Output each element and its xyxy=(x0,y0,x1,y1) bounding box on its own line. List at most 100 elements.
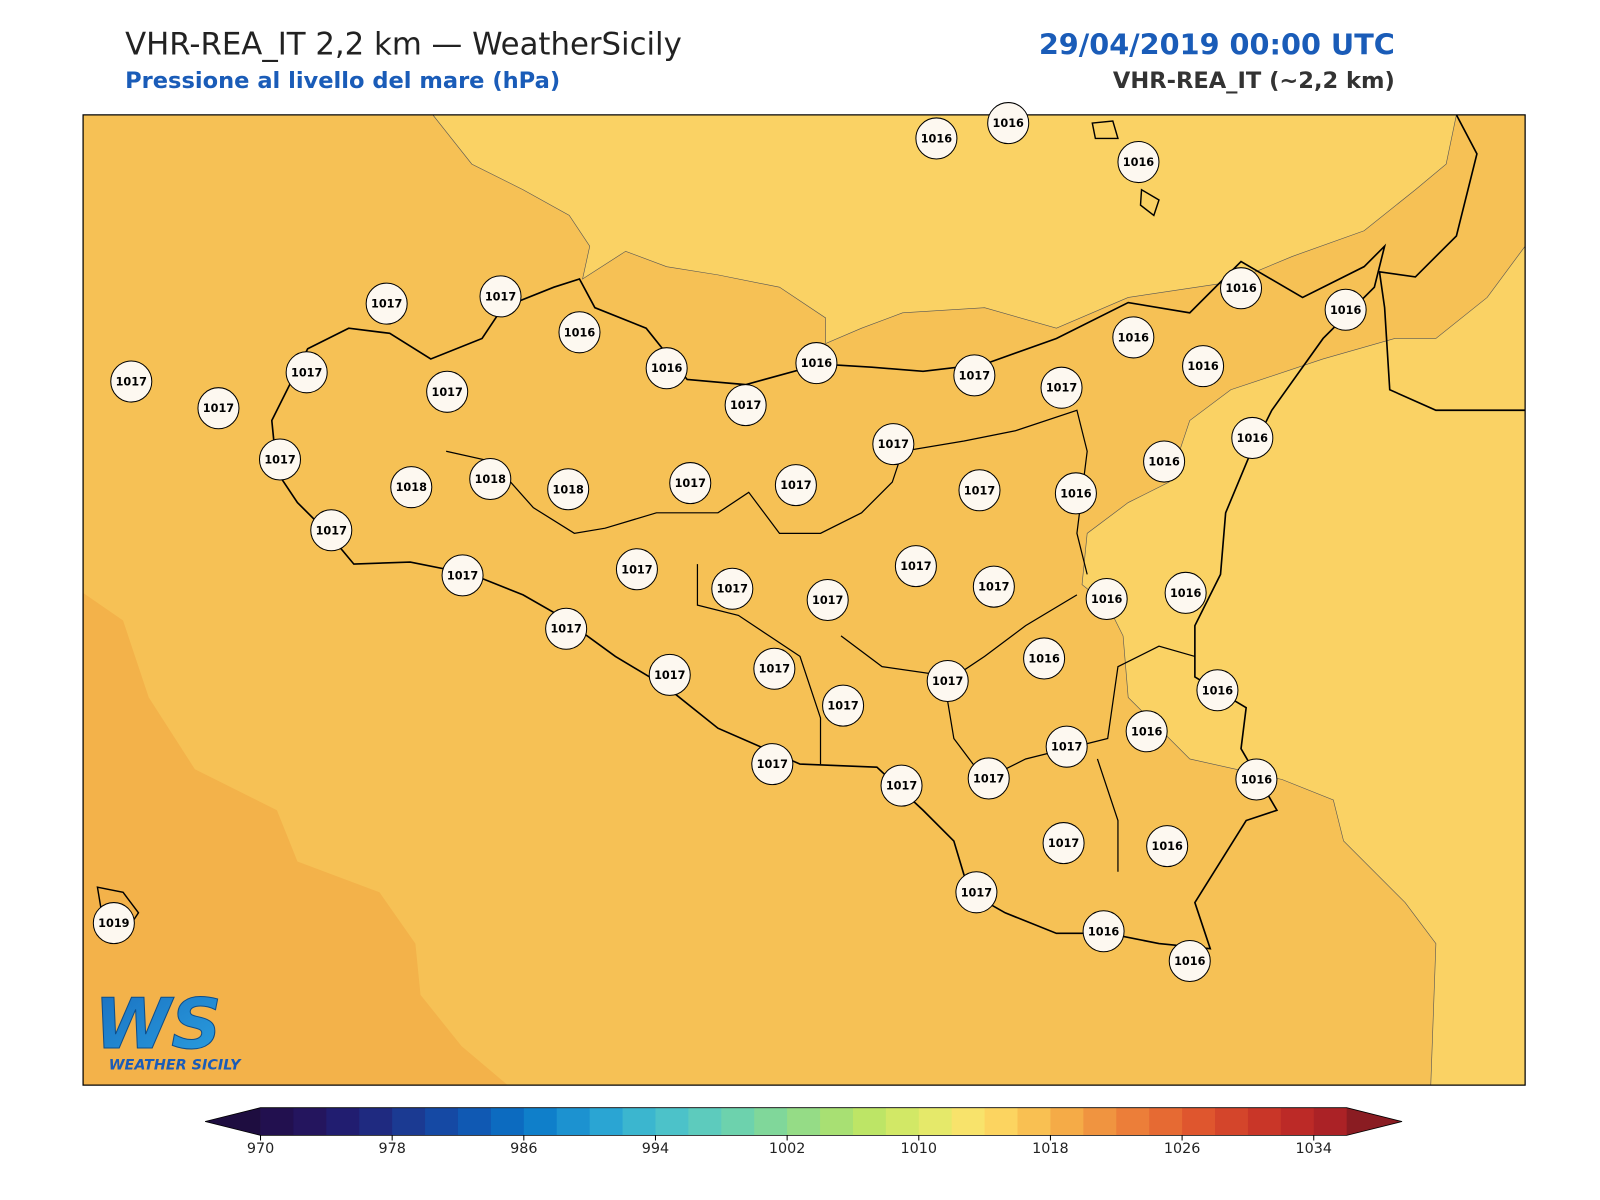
colorbar-tick-label: 986 xyxy=(510,1141,537,1157)
colorbar-bin xyxy=(1215,1107,1249,1136)
station: 1017 xyxy=(285,351,328,394)
logo-text: WEATHER SICILY xyxy=(109,1058,242,1074)
station: 1016 xyxy=(645,347,688,390)
station-value: 1017 xyxy=(1048,837,1079,850)
station-marker xyxy=(711,567,754,610)
station-marker xyxy=(479,275,522,318)
station: 1016 xyxy=(1023,637,1066,680)
station-marker xyxy=(724,384,767,427)
station: 1016 xyxy=(1125,710,1168,753)
colorbar-bin xyxy=(951,1107,986,1136)
station-marker xyxy=(310,509,353,552)
station: 1016 xyxy=(1164,571,1207,614)
station-value: 1018 xyxy=(475,473,507,486)
station: 1016 xyxy=(1324,288,1367,331)
station: 1016 xyxy=(1054,472,1097,515)
colorbar-bin xyxy=(885,1107,920,1136)
station: 1017 xyxy=(967,757,1010,800)
station: 1016 xyxy=(915,117,958,160)
station-value: 1017 xyxy=(973,772,1004,785)
station-marker xyxy=(110,360,153,403)
station-value: 1017 xyxy=(1046,382,1077,395)
station-marker xyxy=(958,469,1001,512)
station: 1017 xyxy=(955,871,998,914)
station: 1017 xyxy=(669,462,712,505)
station-value: 1017 xyxy=(757,758,788,771)
station-value: 1016 xyxy=(1148,456,1180,469)
map xyxy=(83,114,1526,1086)
colorbar-bin xyxy=(1182,1107,1216,1136)
station-value: 1017 xyxy=(371,298,402,311)
station-marker xyxy=(972,565,1015,608)
station-value: 1016 xyxy=(1118,331,1150,344)
station-value: 1016 xyxy=(1202,684,1234,697)
station-marker xyxy=(753,647,796,690)
station: 1017 xyxy=(615,548,658,591)
colorbar: 970 978 986 994 1002 1010 1018 1026 1034 xyxy=(205,1107,1403,1157)
station-value: 1017 xyxy=(675,477,706,490)
subtitle: Pressione al livello del mare (hPa) xyxy=(125,68,560,94)
station-marker xyxy=(469,457,512,500)
station-marker xyxy=(390,466,433,509)
station-value: 1017 xyxy=(900,560,931,573)
colorbar-bin xyxy=(1313,1107,1348,1136)
station: 1018 xyxy=(547,468,590,511)
station-value: 1016 xyxy=(1225,282,1257,295)
station-marker xyxy=(795,342,838,385)
station-marker xyxy=(953,354,996,397)
station-marker xyxy=(558,311,601,354)
station-marker xyxy=(1085,577,1128,620)
station-marker xyxy=(1082,910,1125,953)
station-marker xyxy=(545,607,588,650)
colorbar-bin xyxy=(425,1107,459,1136)
colorbar-bin xyxy=(820,1107,854,1136)
station: 1017 xyxy=(751,743,794,786)
station-marker xyxy=(648,653,691,696)
station: 1017 xyxy=(441,554,484,597)
colorbar-bin xyxy=(523,1107,558,1136)
map-frame xyxy=(82,114,1526,1086)
colorbar-bin xyxy=(655,1107,689,1136)
station: 1016 xyxy=(1112,316,1155,359)
colorbar-tick-label: 1018 xyxy=(1032,1141,1069,1157)
station-value: 1017 xyxy=(932,675,963,688)
station-marker xyxy=(774,464,817,507)
station: 1016 xyxy=(1082,910,1125,953)
station: 1017 xyxy=(258,438,302,481)
station: 1017 xyxy=(894,545,937,588)
station-value: 1017 xyxy=(759,663,790,676)
station: 1017 xyxy=(926,660,969,703)
station-value: 1017 xyxy=(780,479,811,492)
station-value: 1017 xyxy=(203,402,234,415)
contour xyxy=(432,114,1457,345)
colorbar-outline xyxy=(205,1107,1403,1136)
station-value: 1016 xyxy=(651,362,683,375)
station-value: 1017 xyxy=(654,669,685,682)
station-value: 1016 xyxy=(1237,432,1269,445)
colorbar-bin xyxy=(556,1107,591,1136)
station: 1016 xyxy=(1235,758,1278,801)
colorbar-bin xyxy=(293,1107,327,1136)
station: 1016 xyxy=(558,311,601,354)
station-marker xyxy=(547,468,590,511)
station-value: 1016 xyxy=(1170,587,1202,600)
station: 1016 xyxy=(1231,416,1274,459)
station: 1017 xyxy=(774,464,817,507)
station: 1017 xyxy=(479,275,522,318)
station-value: 1016 xyxy=(564,326,596,339)
station-marker xyxy=(806,578,849,622)
station: 1016 xyxy=(1143,440,1186,483)
station: 1017 xyxy=(310,509,353,552)
title: VHR-REA_IT 2,2 km — WeatherSicily xyxy=(125,26,682,62)
station-marker xyxy=(645,347,688,390)
station-marker xyxy=(615,548,658,591)
station-value: 1017 xyxy=(550,623,581,636)
station-marker xyxy=(1235,758,1278,801)
colorbar-bin xyxy=(589,1107,624,1136)
station-marker xyxy=(441,554,484,597)
colorbar-tick-label: 1002 xyxy=(769,1141,806,1157)
station-value: 1016 xyxy=(1174,955,1206,968)
station-marker xyxy=(1112,316,1155,359)
station-marker xyxy=(426,370,469,413)
station-marker xyxy=(1231,416,1274,459)
